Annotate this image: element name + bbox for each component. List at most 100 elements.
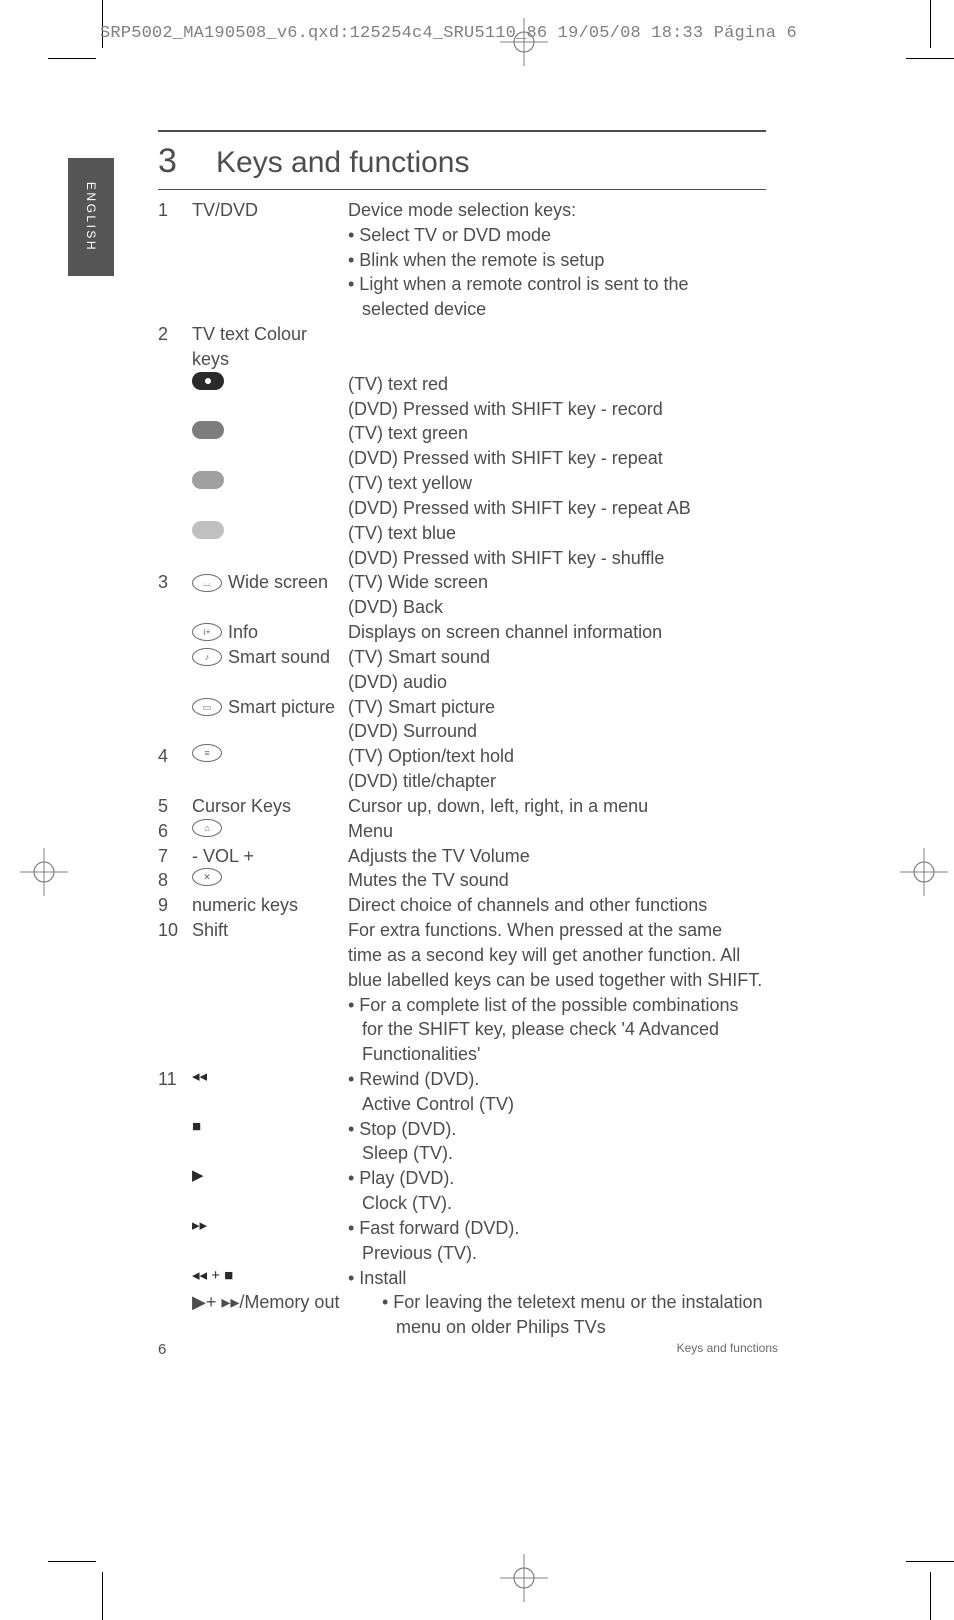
item-label: Cursor Keys: [192, 794, 348, 819]
item-label: [192, 421, 348, 439]
item-description: Displays on screen channel information: [348, 620, 798, 645]
pill-red-dot-icon: [192, 372, 224, 390]
description-line: (TV) Smart sound: [348, 645, 798, 670]
page-number: 6: [158, 1341, 166, 1358]
description-line: (TV) text green: [348, 421, 798, 446]
list-item: ▶+ ▸▸/Memory out• For leaving the telete…: [158, 1290, 798, 1340]
description-line: Clock (TV).: [348, 1191, 798, 1216]
item-number: 1: [158, 198, 192, 223]
pill-blue-icon: [192, 521, 224, 539]
item-label: ⌂: [192, 819, 348, 837]
item-label: ■: [192, 1117, 348, 1138]
item-description: (TV) Option/text hold(DVD) title/chapter: [348, 744, 798, 794]
item-description: • Play (DVD).Clock (TV).: [348, 1166, 798, 1216]
section-number: 3: [158, 142, 216, 181]
item-number: 11: [158, 1067, 192, 1092]
item-description: • For leaving the teletext menu or the i…: [382, 1290, 798, 1340]
list-item: (TV) text yellow(DVD) Pressed with SHIFT…: [158, 471, 798, 521]
item-number: 6: [158, 819, 192, 844]
description-line: (TV) Option/text hold: [348, 744, 798, 769]
item-description: (TV) text blue(DVD) Pressed with SHIFT k…: [348, 521, 798, 571]
item-label: - VOL +: [192, 844, 348, 869]
list-item: 8✕ Mutes the TV sound: [158, 868, 798, 893]
transport-glyph-icon: ■: [192, 1117, 201, 1138]
item-label: [192, 521, 348, 539]
list-item: 4≡ (TV) Option/text hold(DVD) title/chapt…: [158, 744, 798, 794]
list-item: (TV) text red(DVD) Pressed with SHIFT ke…: [158, 372, 798, 422]
oval-key-icon: ✕: [192, 868, 222, 886]
item-label-text: Wide screen: [228, 570, 328, 595]
item-label: TV text Colour keys: [192, 322, 348, 372]
item-label: ≡: [192, 744, 348, 762]
page-footer: 6 Keys and functions: [158, 1341, 778, 1358]
description-line: for the SHIFT key, please check '4 Advan…: [348, 1017, 798, 1042]
description-line: Active Control (TV): [348, 1092, 798, 1117]
list-item: ♪ Smart sound(TV) Smart sound(DVD) audio: [158, 645, 798, 695]
item-description: Cursor up, down, left, right, in a menu: [348, 794, 798, 819]
description-line: (DVD) audio: [348, 670, 798, 695]
description-line: (TV) Wide screen: [348, 570, 798, 595]
pill-green-icon: [192, 421, 224, 439]
item-label: i+ Info: [192, 620, 348, 645]
list-item: (TV) text green(DVD) Pressed with SHIFT …: [158, 421, 798, 471]
description-line: • Play (DVD).: [348, 1166, 798, 1191]
item-label: [192, 471, 348, 489]
list-item: ▶ • Play (DVD).Clock (TV).: [158, 1166, 798, 1216]
item-number: 8: [158, 868, 192, 893]
description-line: Menu: [348, 819, 798, 844]
description-line: (DVD) Surround: [348, 719, 798, 744]
item-label: ▶+ ▸▸/Memory out: [192, 1290, 382, 1315]
oval-key-icon: i+: [192, 623, 222, 641]
item-description: • Rewind (DVD).Active Control (TV): [348, 1067, 798, 1117]
list-item: ▭ Smart picture(TV) Smart picture(DVD) S…: [158, 695, 798, 745]
item-label-text: numeric keys: [192, 893, 298, 918]
description-line: • Light when a remote control is sent to…: [348, 272, 798, 297]
description-line: menu on older Philips TVs: [382, 1315, 798, 1340]
item-label: ♪ Smart sound: [192, 645, 348, 670]
list-item: 3⌴ Wide screen(TV) Wide screen(DVD) Back: [158, 570, 798, 620]
oval-key-icon: ▭: [192, 698, 222, 716]
item-description: (TV) text red(DVD) Pressed with SHIFT ke…: [348, 372, 798, 422]
item-label: ◂◂: [192, 1067, 348, 1088]
description-line: • Blink when the remote is setup: [348, 248, 798, 273]
crop-mark: [48, 1561, 96, 1562]
item-description: (TV) Smart sound(DVD) audio: [348, 645, 798, 695]
oval-key-icon: ≡: [192, 744, 222, 762]
description-line: (DVD) Pressed with SHIFT key - repeat: [348, 446, 798, 471]
item-label-text: Smart sound: [228, 645, 330, 670]
description-line: Displays on screen channel information: [348, 620, 798, 645]
item-label: ⌴ Wide screen: [192, 570, 348, 595]
transport-glyph-icon: ◂◂ + ■: [192, 1266, 233, 1287]
description-line: Sleep (TV).: [348, 1141, 798, 1166]
item-label-text: Cursor Keys: [192, 794, 291, 819]
list-item: 5Cursor KeysCursor up, down, left, right…: [158, 794, 798, 819]
registration-target-icon: [900, 848, 948, 896]
section-title: Keys and functions: [216, 146, 470, 180]
item-label-text: Shift: [192, 918, 228, 943]
list-item: 10ShiftFor extra functions. When pressed…: [158, 918, 798, 1067]
item-label: ✕: [192, 868, 348, 886]
description-line: • For a complete list of the possible co…: [348, 993, 798, 1018]
description-line: Device mode selection keys:: [348, 198, 798, 223]
function-list: 1TV/DVDDevice mode selection keys:• Sele…: [158, 198, 798, 1340]
description-line: Direct choice of channels and other func…: [348, 893, 798, 918]
item-description: (TV) text yellow(DVD) Pressed with SHIFT…: [348, 471, 798, 521]
item-label: Shift: [192, 918, 348, 943]
item-description: Mutes the TV sound: [348, 868, 798, 893]
crop-mark: [930, 1572, 931, 1620]
description-line: (TV) Smart picture: [348, 695, 798, 720]
description-line: Adjusts the TV Volume: [348, 844, 798, 869]
crop-mark: [102, 1572, 103, 1620]
description-line: • Stop (DVD).: [348, 1117, 798, 1142]
item-number: 9: [158, 893, 192, 918]
description-line: • For leaving the teletext menu or the i…: [382, 1290, 798, 1315]
list-item: ◂◂ + ■• Install: [158, 1266, 798, 1291]
item-number: 4: [158, 744, 192, 769]
item-description: Direct choice of channels and other func…: [348, 893, 798, 918]
item-number: 7: [158, 844, 192, 869]
description-line: time as a second key will get another fu…: [348, 943, 798, 968]
transport-glyph-icon: ▶: [192, 1166, 204, 1187]
item-description: Adjusts the TV Volume: [348, 844, 798, 869]
oval-key-icon: ⌴: [192, 574, 222, 592]
description-line: (TV) text yellow: [348, 471, 798, 496]
